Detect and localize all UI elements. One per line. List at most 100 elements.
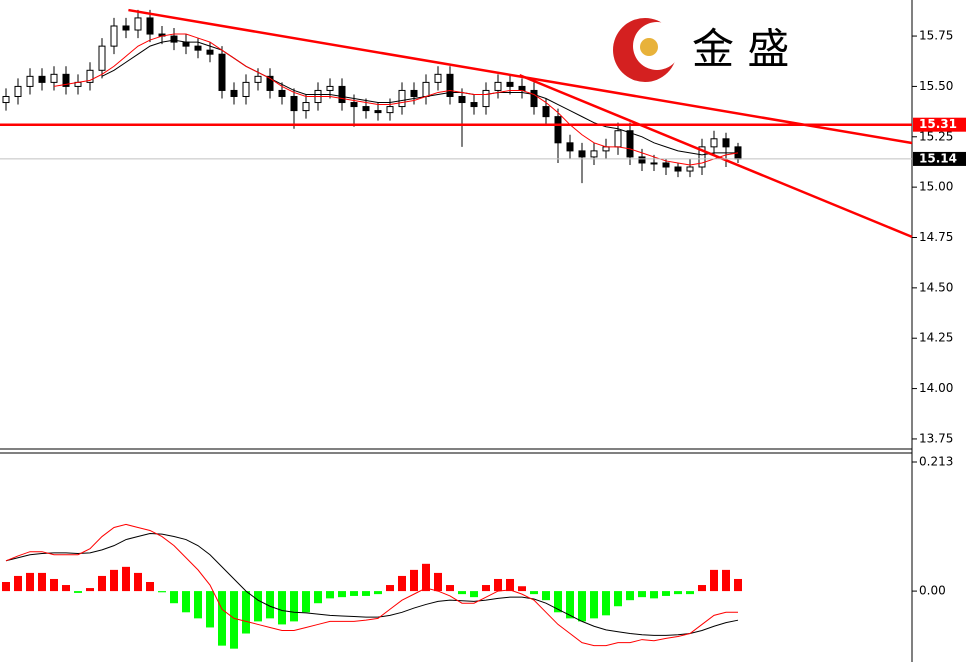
- histogram-bar: [86, 588, 94, 592]
- candle-body: [446, 73, 454, 97]
- candle-body: [506, 81, 514, 87]
- line: [5, 523, 738, 647]
- histogram-bar: [146, 582, 154, 592]
- histogram-bar: [14, 575, 22, 592]
- histogram-bar: [494, 578, 502, 592]
- histogram-bar: [110, 569, 118, 592]
- logo-text: 金 盛: [692, 25, 789, 74]
- trendline: [519, 73, 913, 239]
- candle-body: [662, 162, 670, 168]
- candle-body: [602, 146, 610, 152]
- y-tick-label: 13.75: [919, 431, 953, 445]
- histogram-bar: [62, 585, 70, 592]
- histogram-bar: [590, 591, 598, 619]
- candle-body: [98, 45, 106, 71]
- histogram-bar: [542, 591, 550, 601]
- candle-body: [698, 146, 706, 168]
- candle-body: [578, 150, 586, 158]
- candle-body: [38, 75, 46, 83]
- histogram-bar: [350, 591, 358, 596]
- histogram-bar: [662, 591, 670, 596]
- price-label-box: [913, 117, 966, 132]
- histogram-bar: [614, 591, 622, 607]
- histogram-bar: [638, 591, 646, 598]
- histogram-bar: [206, 591, 214, 628]
- line: [53, 33, 739, 166]
- histogram-bar: [194, 591, 202, 619]
- candle-body: [338, 85, 346, 104]
- candle-body: [590, 150, 598, 158]
- candle-body: [542, 106, 550, 118]
- histogram-bar: [158, 591, 166, 593]
- histogram-bar: [278, 591, 286, 625]
- histogram-bar: [314, 591, 322, 604]
- candle-body: [566, 142, 574, 152]
- histogram-bar: [470, 591, 478, 598]
- histogram-bar: [398, 575, 406, 592]
- histogram-bar: [446, 585, 454, 592]
- candle-body: [674, 166, 682, 172]
- candle-body: [710, 138, 718, 148]
- histogram-bar: [122, 566, 130, 592]
- candle-body: [422, 81, 430, 97]
- y-tick-label: 15.25: [919, 129, 953, 143]
- histogram-bar: [170, 591, 178, 604]
- histogram-bar: [674, 591, 682, 595]
- candle-body: [638, 156, 646, 164]
- histogram-bar: [578, 591, 586, 622]
- histogram-bar: [362, 591, 370, 596]
- candle-body: [218, 53, 226, 91]
- histogram-bar: [410, 569, 418, 592]
- candle-body: [242, 81, 250, 97]
- candle-body: [2, 95, 10, 104]
- candle-body: [170, 35, 178, 43]
- candle-body: [626, 130, 634, 158]
- histogram-bar: [650, 591, 658, 599]
- candle-body: [458, 95, 466, 104]
- y-tick-label: 15.50: [919, 79, 953, 93]
- histogram-bar: [482, 585, 490, 592]
- candle-body: [134, 17, 142, 31]
- candle-body: [50, 73, 58, 83]
- y-tick-label: 14.50: [919, 280, 953, 294]
- price-label-box: [913, 151, 966, 166]
- histogram-bar: [74, 591, 82, 593]
- candle-body: [254, 75, 262, 83]
- candle-body: [494, 81, 502, 91]
- candle-body: [110, 25, 118, 47]
- histogram-bar: [26, 572, 34, 592]
- y-tick-label: 0.213: [919, 455, 953, 469]
- candle-body: [470, 102, 478, 108]
- histogram-bar: [338, 591, 346, 598]
- histogram-bar: [326, 591, 334, 599]
- candle-body: [530, 89, 538, 108]
- candle-body: [686, 166, 694, 172]
- histogram-bar: [566, 591, 574, 619]
- y-tick-label: 14.25: [919, 331, 953, 345]
- candle-body: [302, 102, 310, 112]
- histogram-bar: [734, 578, 742, 592]
- candle-body: [122, 25, 130, 31]
- candle-body: [350, 102, 358, 108]
- histogram-bar: [686, 591, 694, 595]
- histogram-bar: [458, 591, 466, 595]
- histogram-bar: [434, 572, 442, 592]
- candle-body: [518, 85, 526, 91]
- candle-body: [554, 116, 562, 144]
- candle-body: [722, 138, 730, 148]
- histogram-bar: [302, 591, 310, 613]
- candle-body: [410, 89, 418, 97]
- histogram-bar: [230, 591, 238, 649]
- histogram-bar: [266, 591, 274, 619]
- histogram-bar: [710, 569, 718, 592]
- histogram-bar: [182, 591, 190, 613]
- histogram-bar: [290, 591, 298, 622]
- histogram-bar: [530, 591, 538, 595]
- candle-body: [62, 73, 70, 87]
- line: [101, 39, 738, 156]
- histogram-bar: [134, 572, 142, 592]
- candle-body: [278, 89, 286, 97]
- histogram-bar: [254, 591, 262, 622]
